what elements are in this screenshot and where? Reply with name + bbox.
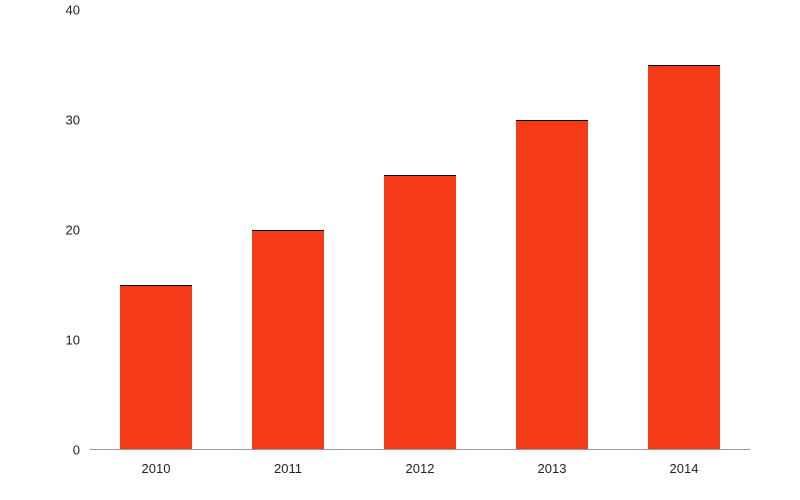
x-tick-label: 2013 [512, 461, 592, 476]
x-tick-label: 2011 [248, 461, 328, 476]
y-tick-label: 30 [40, 113, 80, 128]
y-tick-label: 0 [40, 443, 80, 458]
bar [384, 175, 457, 450]
x-axis-line [90, 449, 750, 450]
y-tick-label: 40 [40, 3, 80, 18]
y-tick-label: 10 [40, 333, 80, 348]
bar [120, 285, 193, 450]
plot-area [90, 10, 750, 450]
x-tick-label: 2010 [116, 461, 196, 476]
x-tick-label: 2012 [380, 461, 460, 476]
bar-chart: 0 10 20 30 40 2010 2011 2012 2013 2014 [0, 0, 800, 500]
bar [252, 230, 325, 450]
bar [516, 120, 589, 450]
bar [648, 65, 721, 450]
x-tick-label: 2014 [644, 461, 724, 476]
y-tick-label: 20 [40, 223, 80, 238]
